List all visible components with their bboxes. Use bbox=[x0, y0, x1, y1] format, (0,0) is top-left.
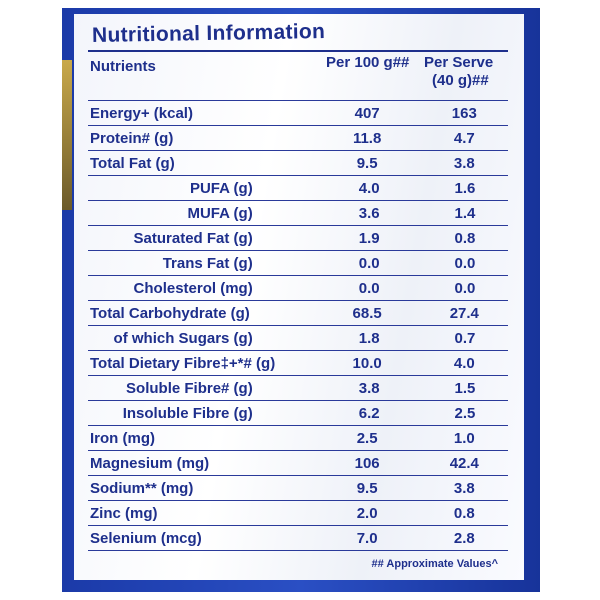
footnote: ## Approximate Values^ bbox=[371, 558, 498, 570]
nutrient-name: Soluble Fibre# (g) bbox=[126, 379, 253, 397]
value-per-serve: 27.4 bbox=[449, 304, 479, 322]
nutrient-name: Selenium (mcg) bbox=[90, 529, 202, 547]
value-per-100g: 407 bbox=[354, 104, 380, 122]
value-per-100g: 3.8 bbox=[358, 379, 380, 397]
table-row: Iron (mg) 2.5 1.0 bbox=[88, 425, 508, 450]
table-row: Total Fat (g) 9.5 3.8 bbox=[88, 150, 508, 175]
value-per-100g: 10.0 bbox=[352, 354, 382, 372]
nutrient-name: Trans Fat (g) bbox=[162, 254, 253, 272]
value-per-100g: 7.0 bbox=[356, 529, 378, 547]
value-per-serve: 4.7 bbox=[453, 129, 475, 147]
table-row: Insoluble Fibre (g) 6.2 2.5 bbox=[88, 400, 508, 425]
value-per-100g: 6.2 bbox=[358, 404, 380, 422]
header-nutrients: Nutrients bbox=[90, 58, 156, 75]
table-row: Total Carbohydrate (g) 68.5 27.4 bbox=[88, 300, 508, 325]
header-serve-size: (40 g)## bbox=[432, 72, 489, 89]
nutrient-name: Protein# (g) bbox=[90, 129, 174, 147]
nutrient-name: Magnesium (mg) bbox=[90, 454, 210, 472]
value-per-serve: 42.4 bbox=[449, 454, 479, 472]
nutrient-name: Total Carbohydrate (g) bbox=[90, 304, 250, 322]
value-per-serve: 3.8 bbox=[453, 154, 475, 172]
label-title: Nutritional Information bbox=[91, 19, 326, 48]
nutrient-name: Zinc (mg) bbox=[90, 504, 158, 522]
table-row: Cholesterol (mg) 0.0 0.0 bbox=[88, 275, 508, 300]
nutrition-label: Nutritional Information Nutrients Per 10… bbox=[74, 14, 524, 580]
table-row: Magnesium (mg) 106 42.4 bbox=[88, 450, 508, 475]
nutrient-name: Insoluble Fibre (g) bbox=[122, 404, 253, 422]
nutrient-name: MUFA (g) bbox=[187, 204, 253, 222]
value-per-100g: 1.8 bbox=[358, 329, 380, 347]
header-per-serve: Per Serve bbox=[424, 54, 494, 71]
value-per-100g: 1.9 bbox=[358, 229, 380, 247]
value-per-serve: 2.8 bbox=[453, 529, 475, 547]
value-per-serve: 1.6 bbox=[454, 179, 476, 197]
table-row: PUFA (g) 4.0 1.6 bbox=[88, 175, 508, 200]
value-per-100g: 0.0 bbox=[358, 279, 380, 297]
nutrient-name: Total Fat (g) bbox=[90, 154, 175, 172]
value-per-serve: 3.8 bbox=[453, 479, 475, 497]
value-per-serve: 0.8 bbox=[454, 229, 476, 247]
value-per-100g: 68.5 bbox=[352, 304, 382, 322]
nutrient-name: of which Sugars (g) bbox=[113, 329, 253, 347]
table-row: Total Dietary Fibre‡+*# (g) 10.0 4.0 bbox=[88, 350, 508, 375]
value-per-100g: 4.0 bbox=[358, 179, 380, 197]
table-row: Zinc (mg) 2.0 0.8 bbox=[88, 500, 508, 525]
value-per-serve: 0.0 bbox=[454, 279, 476, 297]
value-per-serve: 4.0 bbox=[453, 354, 475, 372]
value-per-serve: 0.0 bbox=[454, 254, 476, 272]
value-per-100g: 11.8 bbox=[352, 129, 382, 147]
value-per-100g: 3.6 bbox=[358, 204, 380, 222]
table-row: Selenium (mcg) 7.0 2.8 bbox=[88, 525, 508, 551]
value-per-100g: 9.5 bbox=[356, 154, 378, 172]
nutrient-name: Iron (mg) bbox=[90, 429, 155, 447]
table-row: Energy+ (kcal) 407 163 bbox=[88, 100, 508, 125]
value-per-serve: 1.5 bbox=[454, 379, 476, 397]
nutrient-name: Energy+ (kcal) bbox=[90, 104, 193, 122]
nutrient-name: Saturated Fat (g) bbox=[133, 229, 253, 247]
value-per-serve: 1.0 bbox=[453, 429, 475, 447]
nutrient-name: Sodium** (mg) bbox=[90, 479, 194, 497]
table-row: Soluble Fibre# (g) 3.8 1.5 bbox=[88, 375, 508, 400]
nutrient-name: Cholesterol (mg) bbox=[133, 279, 253, 297]
value-per-serve: 163 bbox=[451, 104, 477, 122]
table-row: Trans Fat (g) 0.0 0.0 bbox=[88, 250, 508, 275]
value-per-100g: 9.5 bbox=[356, 479, 378, 497]
nutrient-name: PUFA (g) bbox=[189, 179, 253, 197]
header-per-100g: Per 100 g## bbox=[326, 54, 410, 71]
table-row: Protein# (g) 11.8 4.7 bbox=[88, 125, 508, 150]
table-row: of which Sugars (g) 1.8 0.7 bbox=[88, 325, 508, 350]
value-per-serve: 1.4 bbox=[454, 204, 476, 222]
table-row: MUFA (g) 3.6 1.4 bbox=[88, 200, 508, 225]
table-row: Saturated Fat (g) 1.9 0.8 bbox=[88, 225, 508, 250]
nutrient-table: Energy+ (kcal) 407 163 Protein# (g) 11.8 4.7 T… bbox=[88, 100, 508, 551]
value-per-serve: 0.8 bbox=[453, 504, 475, 522]
value-per-serve: 0.7 bbox=[454, 329, 476, 347]
value-per-100g: 106 bbox=[354, 454, 380, 472]
title-divider bbox=[88, 50, 508, 52]
value-per-100g: 0.0 bbox=[358, 254, 380, 272]
value-per-100g: 2.5 bbox=[356, 429, 378, 447]
nutrient-name: Total Dietary Fibre‡+*# (g) bbox=[90, 354, 276, 372]
package-graphic bbox=[62, 60, 72, 210]
table-row: Sodium** (mg) 9.5 3.8 bbox=[88, 475, 508, 500]
value-per-serve: 2.5 bbox=[454, 404, 476, 422]
value-per-100g: 2.0 bbox=[356, 504, 378, 522]
